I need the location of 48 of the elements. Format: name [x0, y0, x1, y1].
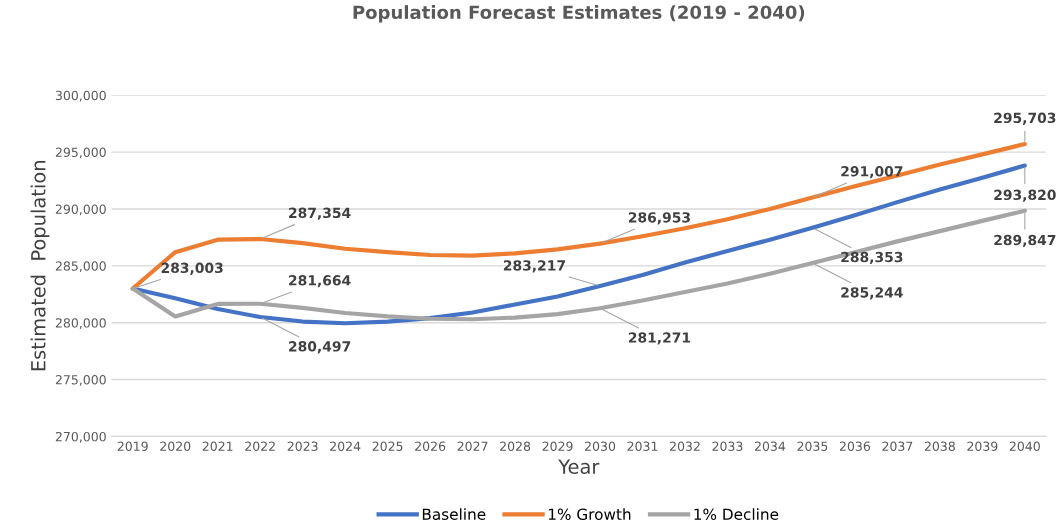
- x-tick-label: 2027: [457, 441, 488, 451]
- chart-title: Population Forecast Estimates (2019 - 2040): [353, 5, 805, 23]
- x-tick-label: 2033: [712, 441, 743, 451]
- x-tick-label: 2026: [415, 441, 446, 451]
- x-tick-label: 2030: [585, 441, 616, 451]
- y-tick-label: 280,000: [55, 318, 106, 329]
- x-tick-label: 2021: [202, 441, 233, 451]
- data-label: 280,497: [289, 341, 351, 354]
- x-tick-label: 2028: [500, 441, 531, 451]
- y-tick-label: 285,000: [55, 261, 106, 273]
- y-tick-label: 300,000: [55, 90, 106, 102]
- data-label: 287,354: [289, 207, 351, 220]
- x-tick-label: 2037: [882, 441, 913, 451]
- legend-label: 1% Decline: [694, 508, 779, 521]
- legend-label: 1% Growth: [548, 508, 631, 521]
- x-tick-label: 2024: [330, 441, 361, 451]
- x-tick-label: 2019: [117, 441, 148, 451]
- y-tick-label: 290,000: [55, 204, 106, 216]
- x-tick-label: 2029: [542, 441, 573, 451]
- x-tick-label: 2023: [287, 441, 318, 451]
- y-axis-title: Estimated Population: [30, 161, 50, 371]
- x-tick-label: 2040: [1009, 441, 1040, 451]
- x-tick-label: 2034: [754, 441, 786, 451]
- x-axis-title: Year: [558, 459, 600, 474]
- x-tick-label: 2025: [372, 441, 403, 451]
- x-tick-label: 2032: [670, 441, 700, 451]
- x-tick-label: 2038: [924, 441, 955, 451]
- data-label: 283,003: [161, 262, 223, 275]
- y-tick-label: 275,000: [55, 375, 106, 386]
- x-tick-label: 2035: [797, 441, 828, 451]
- y-tick-label: 295,000: [55, 147, 106, 159]
- data-label: 281,271: [628, 332, 691, 345]
- legend-label: Baseline: [422, 508, 486, 521]
- data-label: 285,244: [841, 287, 903, 300]
- x-tick-label: 2020: [160, 441, 191, 451]
- x-tick-label: 2031: [627, 441, 658, 451]
- data-label: 291,007: [841, 166, 903, 179]
- data-label: 288,353: [841, 251, 903, 265]
- data-label: 289,847: [994, 234, 1056, 248]
- data-label: 295,703: [994, 112, 1056, 125]
- data-label: 283,217: [503, 260, 565, 273]
- x-tick-label: 2022: [245, 441, 275, 451]
- data-label: 293,820: [994, 189, 1056, 202]
- y-tick-label: 270,000: [55, 431, 106, 443]
- data-label: 286,953: [628, 212, 690, 225]
- data-label: 281,664: [289, 275, 351, 288]
- x-tick-label: 2036: [839, 441, 871, 451]
- x-tick-label: 2039: [967, 441, 998, 451]
